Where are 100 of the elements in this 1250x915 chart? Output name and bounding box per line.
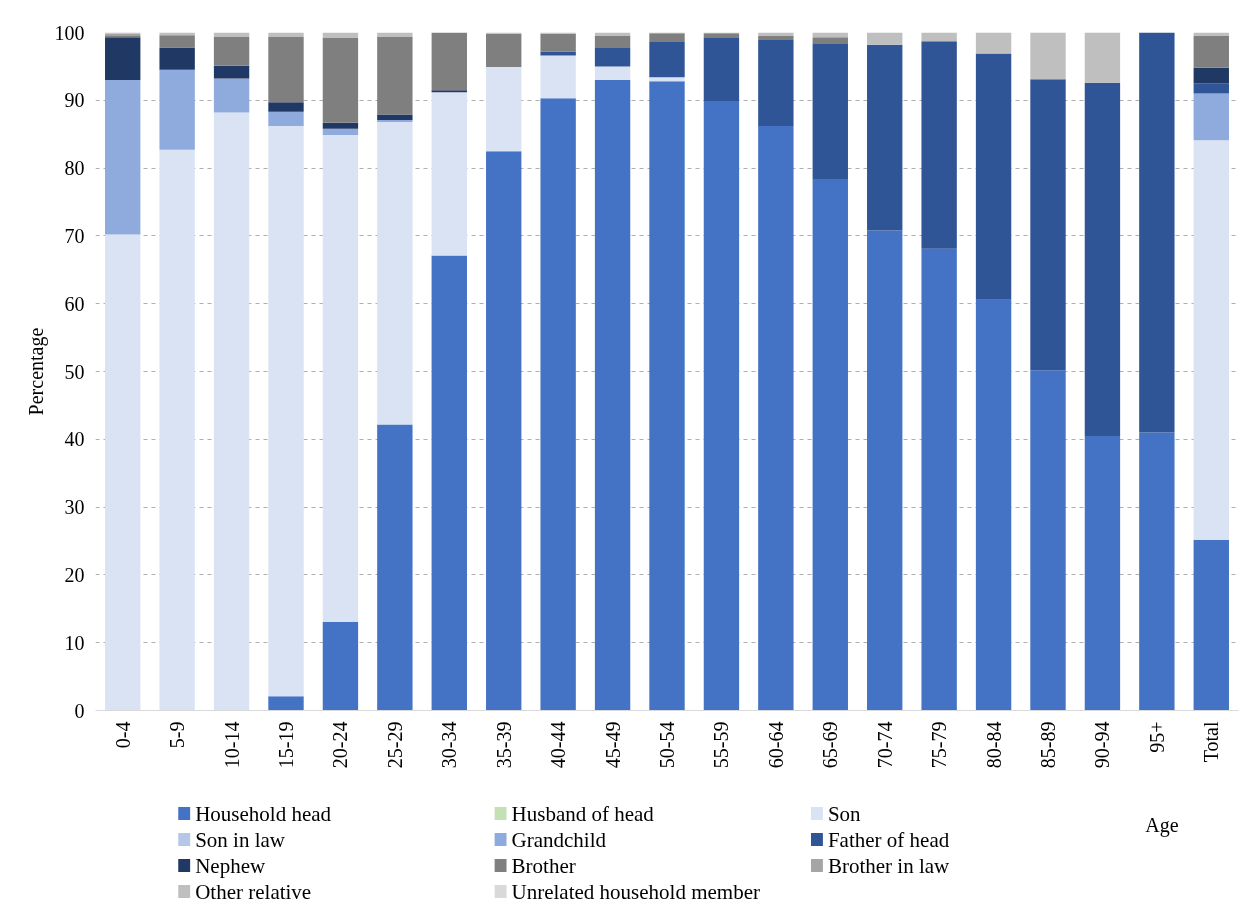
y-tick-label: 60: [64, 292, 85, 315]
bar: [431, 32, 467, 91]
bar: [322, 32, 359, 38]
bar: [812, 37, 848, 44]
bar: [758, 39, 794, 127]
bar: [377, 122, 413, 425]
y-tick-label: 10: [64, 631, 85, 654]
bar: [540, 51, 576, 56]
x-tick-label: 85-89: [1037, 721, 1059, 769]
legend-label: Household head: [195, 801, 332, 826]
bar: [1030, 79, 1066, 371]
bar: [322, 122, 359, 129]
bar: [431, 92, 467, 256]
x-tick-label: 20-24: [329, 721, 352, 769]
bar: [921, 41, 957, 249]
x-tick-label: 90-94: [1091, 721, 1114, 769]
legend-label: Nephew: [195, 853, 266, 878]
bar: [377, 424, 413, 711]
bar: [268, 36, 304, 103]
bar: [159, 69, 195, 150]
x-tick-label: 35-39: [492, 721, 515, 769]
bar: [540, 55, 576, 99]
bar: [1193, 140, 1229, 540]
bar: [486, 151, 522, 711]
y-tick-label: 100: [54, 21, 85, 44]
bar: [1193, 83, 1229, 94]
y-tick-label: 50: [64, 360, 85, 383]
bar: [758, 32, 794, 36]
bar: [812, 178, 848, 711]
bar: [649, 77, 685, 82]
x-tick-label: 40-44: [547, 721, 570, 769]
bar: [758, 126, 794, 711]
bar: [1193, 67, 1229, 84]
bar: [213, 65, 250, 79]
bar: [867, 230, 903, 711]
bar: [268, 102, 304, 112]
bar: [105, 79, 141, 235]
y-tick-label: 40: [64, 428, 85, 451]
y-tick-label: 70: [64, 224, 85, 247]
bar: [268, 696, 304, 711]
x-tick-label: 5-9: [166, 721, 189, 749]
bar: [105, 234, 141, 711]
bar: [649, 33, 685, 42]
y-tick-label: 90: [64, 89, 85, 112]
bar: [594, 79, 631, 711]
x-tick-label: 25-29: [383, 721, 406, 769]
x-axis-title: Age: [1145, 813, 1179, 837]
bar: [540, 98, 576, 711]
x-tick-label: 30-34: [438, 721, 461, 769]
bar: [213, 32, 250, 37]
bar: [812, 43, 848, 179]
x-tick-label: 60-64: [764, 721, 787, 769]
bar: [213, 36, 250, 66]
bar: [159, 35, 195, 48]
legend-label: Brother in law: [827, 853, 951, 878]
bar: [703, 100, 740, 711]
bar: [703, 37, 740, 101]
bar: [322, 134, 359, 622]
legend-label: Son in law: [195, 827, 286, 852]
bar: [1193, 93, 1229, 141]
bar: [377, 36, 413, 115]
x-tick-label: 65-69: [819, 721, 842, 769]
bar: [1139, 432, 1175, 711]
x-tick-label: 70-74: [873, 721, 896, 769]
bar: [268, 111, 304, 127]
bar: [322, 37, 359, 123]
bar: [377, 32, 413, 37]
legend-label: Other relative: [195, 879, 312, 904]
x-tick-label: 75-79: [928, 721, 951, 769]
bar: [1084, 435, 1121, 711]
bar: [431, 90, 467, 93]
bar: [703, 33, 740, 38]
bar: [322, 621, 359, 711]
bar: [594, 35, 631, 49]
x-tick-label: 55-59: [710, 721, 733, 769]
bar: [268, 126, 304, 697]
bar: [1139, 32, 1175, 433]
bar: [377, 119, 413, 122]
bar: [1193, 539, 1229, 711]
bar: [649, 41, 685, 78]
x-tick-label: 0-4: [111, 721, 134, 749]
bar: [213, 112, 250, 711]
bar: [159, 47, 195, 70]
bar: [975, 299, 1012, 711]
legend-label: Unrelated household member: [511, 879, 760, 904]
x-tick-label: 95+: [1145, 721, 1168, 753]
x-tick-label: Total: [1200, 721, 1223, 763]
x-tick-label: 15-19: [275, 721, 297, 769]
bar: [213, 78, 250, 113]
x-tick-label: 50-54: [656, 721, 678, 769]
bar: [377, 114, 413, 120]
bar: [594, 66, 631, 80]
x-tick-label: 80-84: [982, 721, 1005, 769]
bar: [975, 53, 1012, 300]
bar: [1193, 35, 1229, 68]
bar: [758, 35, 794, 40]
bar: [105, 37, 141, 80]
y-tick-label: 80: [64, 157, 85, 180]
y-tick-label: 20: [64, 563, 85, 586]
bar: [486, 33, 522, 68]
